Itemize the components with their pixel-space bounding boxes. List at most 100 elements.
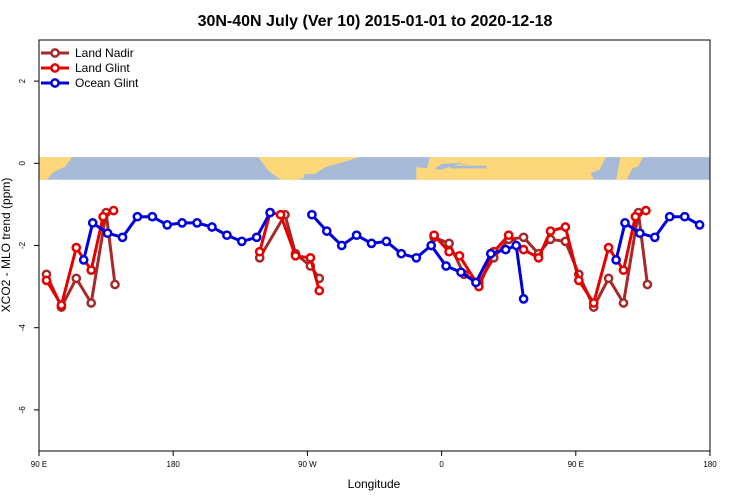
map-land-east-asia <box>616 157 643 180</box>
land-nadir-point <box>618 298 629 308</box>
map-water-gulf-of-mexico <box>304 174 323 180</box>
series-land-nadir <box>41 207 653 312</box>
y-tick-label: 2 <box>18 78 27 83</box>
land-glint-point <box>429 230 439 241</box>
ocean-glint-point <box>471 277 481 288</box>
ocean-glint-point <box>411 252 422 263</box>
ocean-glint-point <box>694 220 705 230</box>
ocean-glint-point <box>500 244 511 255</box>
ocean-glint-line <box>310 213 526 300</box>
land-glint-point <box>630 211 641 222</box>
y-tick-label: -2 <box>18 241 27 249</box>
land-nadir-point <box>642 279 653 290</box>
ocean-glint-point <box>485 248 496 259</box>
legend-item-land-glint: Land Glint <box>41 61 130 75</box>
ocean-glint-point <box>132 211 143 222</box>
land-glint-point <box>641 205 651 216</box>
ocean-glint-point <box>222 230 232 241</box>
land-glint-point <box>588 298 599 308</box>
land-nadir-point <box>518 232 529 243</box>
x-tick-label: 90 E <box>31 460 47 469</box>
y-tick-label: 0 <box>18 161 27 166</box>
world-map-band <box>39 157 710 180</box>
ocean-glint-point <box>236 236 247 247</box>
legend-label: Land Glint <box>75 61 130 75</box>
ocean-glint-point <box>426 240 437 251</box>
y-tick-label: -4 <box>18 324 27 332</box>
ocean-glint-point <box>664 211 675 222</box>
ocean-glint-point <box>336 240 347 251</box>
land-glint-point <box>108 205 119 216</box>
ocean-glint-point <box>511 240 522 251</box>
ocean-glint-point <box>207 222 217 232</box>
map-land-europe <box>426 157 463 171</box>
land-glint-point <box>533 252 544 263</box>
land-glint-point <box>545 226 556 236</box>
map-land-north-america <box>258 157 360 180</box>
land-nadir-point <box>603 273 614 284</box>
x-tick-label: 180 <box>703 460 717 469</box>
land-glint-point <box>444 246 454 257</box>
ocean-glint-point <box>649 232 660 243</box>
legend-swatch-marker <box>50 48 60 58</box>
legend-label: Land Nadir <box>75 46 134 60</box>
land-glint-point <box>573 275 584 286</box>
ocean-glint-point <box>611 255 621 265</box>
y-tick-label: -6 <box>18 406 27 414</box>
map-ocean <box>39 157 710 180</box>
chart-title: 30N-40N July (Ver 10) 2015-01-01 to 2020… <box>198 13 553 30</box>
y-axis-label: XCO2 - MLO trend (ppm) <box>0 178 13 313</box>
x-tick-label: 180 <box>167 460 181 469</box>
ocean-glint-point <box>102 228 113 239</box>
ocean-glint-point <box>192 218 202 228</box>
land-glint-point <box>454 250 465 261</box>
land-nadir-point <box>86 298 97 308</box>
ocean-glint-point <box>396 248 407 259</box>
x-axis: 90 E 180 90 W 0 90 E 180 <box>31 451 717 469</box>
land-glint-point <box>618 265 629 276</box>
land-glint-point <box>560 222 571 232</box>
land-glint-point <box>314 285 325 296</box>
ocean-glint-point <box>78 255 89 265</box>
map-land-eurasia-east <box>459 157 606 180</box>
ocean-glint-point <box>456 267 466 278</box>
land-glint-line <box>258 211 321 292</box>
ocean-glint-point <box>441 261 451 271</box>
land-glint-point <box>71 242 82 253</box>
ocean-glint-point <box>366 238 377 249</box>
ocean-glint-point <box>162 220 173 230</box>
land-glint-point <box>56 300 67 310</box>
ocean-glint-point <box>147 211 158 222</box>
x-tick-label: 0 <box>439 460 444 469</box>
y-axis: -6 -4 -2 0 2 <box>18 78 39 413</box>
land-glint-point <box>518 244 529 255</box>
land-nadir-point <box>444 238 454 249</box>
legend-item-ocean-glint: Ocean Glint <box>41 76 139 90</box>
legend-swatch-marker <box>50 78 60 88</box>
x-tick-label: 90 W <box>298 460 317 469</box>
ocean-glint-point <box>251 232 262 243</box>
land-glint-point <box>41 275 52 286</box>
legend-item-land-nadir: Land Nadir <box>41 46 134 60</box>
ocean-glint-point <box>381 236 392 247</box>
ocean-glint-point <box>620 218 630 228</box>
ocean-glint-point <box>177 218 187 228</box>
ocean-glint-point <box>635 228 645 239</box>
land-glint-point <box>603 242 614 253</box>
x-axis-label: Longitude <box>348 477 401 491</box>
land-glint-point <box>503 230 514 241</box>
ocean-glint-point <box>518 294 529 304</box>
land-glint-point <box>290 250 301 261</box>
map-water-mediterranean <box>450 165 487 169</box>
land-glint-point <box>305 252 316 263</box>
land-glint-point <box>275 209 286 220</box>
land-nadir-point <box>71 273 82 284</box>
ocean-glint-point <box>321 226 332 236</box>
land-glint-point <box>86 265 97 276</box>
ocean-glint-point <box>307 209 317 220</box>
legend-swatch-marker <box>50 63 60 73</box>
ocean-glint-point <box>87 218 98 228</box>
land-glint-point <box>254 246 265 257</box>
